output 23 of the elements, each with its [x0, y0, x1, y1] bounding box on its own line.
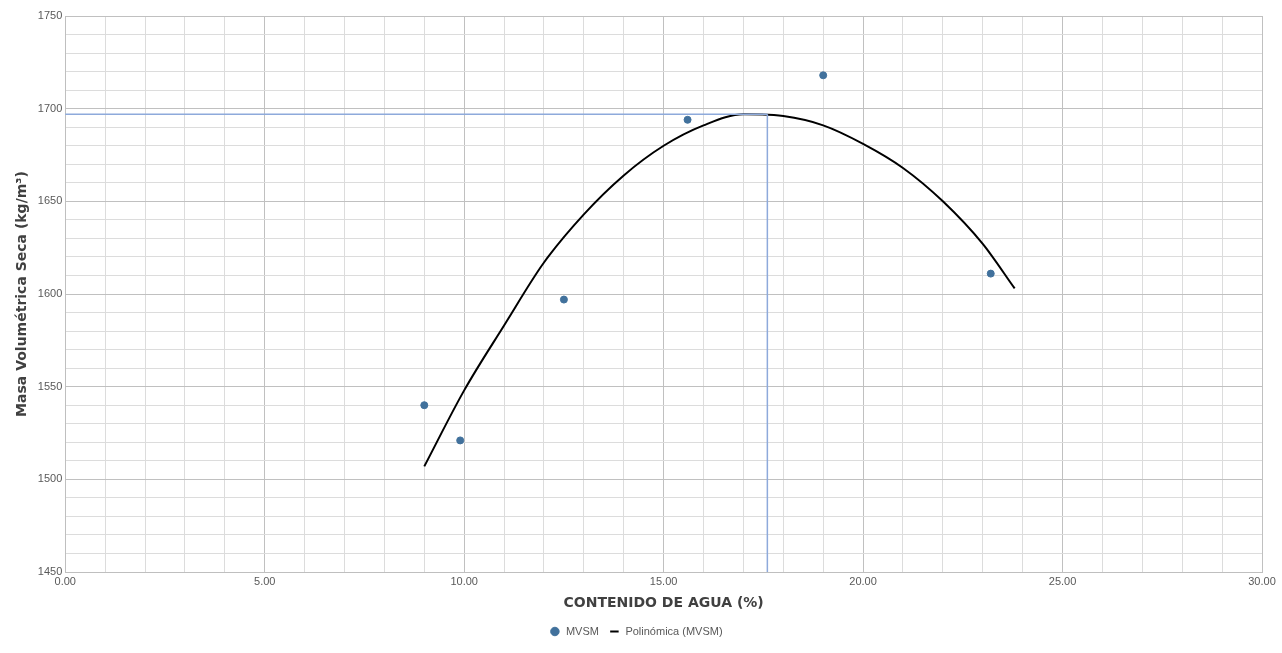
x-tick-label: 25.00	[1048, 574, 1077, 587]
point	[819, 71, 828, 80]
x-axis-title: CONTENIDO DE AGUA (%)	[563, 594, 764, 611]
y-tick-label: 1750	[37, 9, 63, 22]
point	[420, 401, 429, 410]
point	[456, 436, 465, 445]
point	[986, 269, 995, 278]
x-tick-label: 15.00	[649, 574, 678, 587]
y-tick-label: 1600	[37, 287, 63, 300]
x-tick-label: 30.00	[1248, 574, 1276, 587]
y-axis-title: Masa Volumétrica Seca (kg/m³)	[13, 171, 30, 417]
x-tick-label: 10.00	[450, 574, 478, 587]
x-tick-label: 5.00	[254, 574, 276, 587]
point	[559, 295, 568, 304]
y-tick-label: 1500	[37, 472, 63, 485]
y-tick-label: 1700	[37, 101, 63, 114]
y-tick-label: 1650	[37, 194, 63, 207]
legend-label: Polinómica (MVSM)	[625, 624, 723, 637]
y-tick-label: 1550	[37, 379, 63, 392]
point	[683, 115, 692, 124]
x-tick-label: 20.00	[849, 574, 877, 587]
line-series	[423, 113, 1016, 468]
legend-label: MVSM	[565, 624, 599, 637]
